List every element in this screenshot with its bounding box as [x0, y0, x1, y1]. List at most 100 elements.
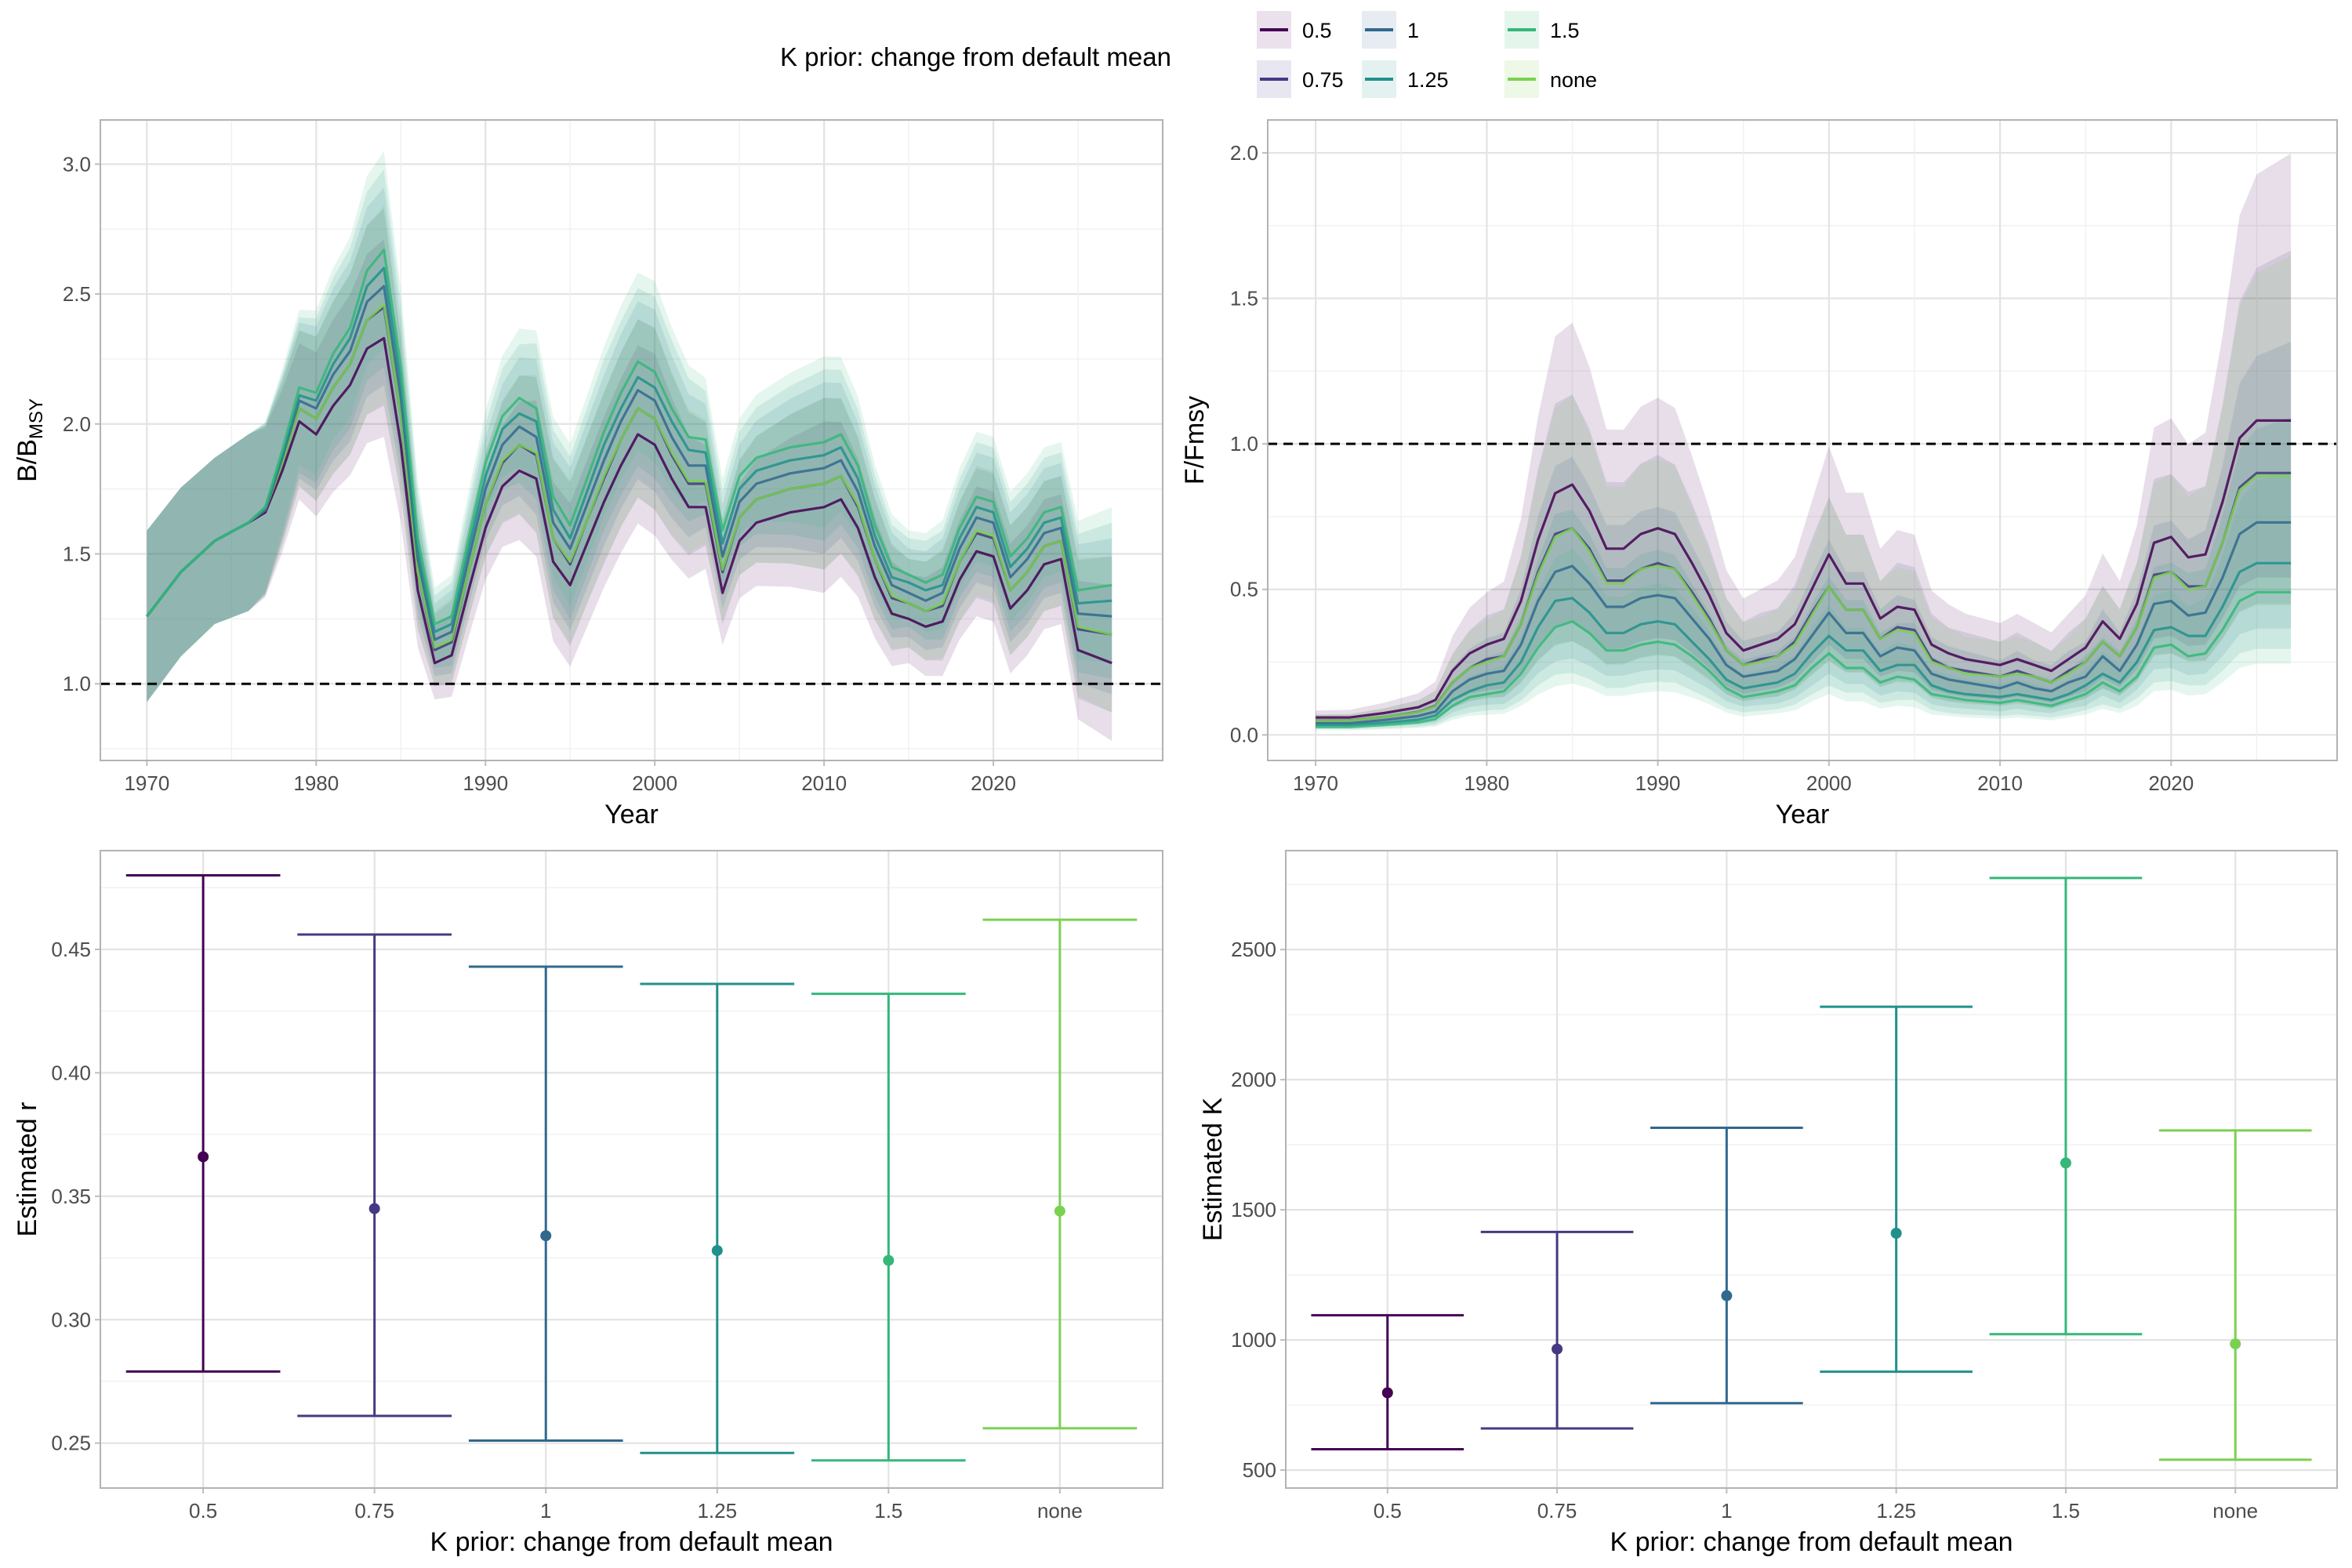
y-tick-label: 2.5: [63, 282, 91, 306]
legend-label: 1.25: [1407, 68, 1449, 92]
y-tick-label: 2000: [1231, 1068, 1276, 1091]
x-tick-label: 1970: [124, 771, 169, 795]
plot-background: [100, 851, 1163, 1488]
x-tick-label: 2010: [801, 771, 847, 795]
estimate-point: [2060, 1157, 2071, 1169]
credible-interval-band-none: [1316, 256, 2292, 727]
x-tick-label: none: [1037, 1499, 1083, 1523]
series-line-none: [146, 303, 1112, 649]
x-tick-label: 2010: [1977, 771, 2023, 795]
x-tick-label: 2020: [971, 771, 1016, 795]
estimate-point: [2230, 1338, 2241, 1350]
plot-background: [100, 120, 1163, 760]
estimate-point: [1381, 1387, 1393, 1399]
y-axis-title-subscript: MSY: [26, 398, 47, 439]
x-tick-label: 1980: [293, 771, 339, 795]
y-tick-label: 1.0: [63, 672, 91, 695]
chart-panel-3: 500 1000 1500 2000 2500 0.5 0.75 1 1.25 1.5 none K …: [1198, 850, 2338, 1557]
y-axis-title: Estimated K: [1198, 1098, 1228, 1242]
legend-item-0-5: 0.5: [1257, 11, 1332, 49]
y-tick-label: 1000: [1231, 1328, 1276, 1352]
estimate-point: [1890, 1227, 1902, 1239]
x-axis-title: K prior: change from default mean: [1610, 1527, 2013, 1557]
x-tick-label: 1.5: [874, 1499, 902, 1523]
y-tick-label: 1.0: [1230, 432, 1258, 456]
credible-interval-band-0-75: [1316, 250, 2292, 727]
errorbar-none: [2158, 1129, 2312, 1461]
y-tick-label: 1500: [1231, 1198, 1276, 1221]
y-tick-label: 1.5: [63, 543, 91, 566]
x-tick-label: 1990: [1635, 771, 1681, 795]
panel-border: [100, 119, 1163, 761]
x-tick-label: 2000: [1806, 771, 1852, 795]
y-tick-label: 500: [1243, 1458, 1276, 1482]
legend-label: 0.75: [1302, 68, 1344, 92]
y-tick-label: 0.45: [51, 938, 91, 961]
x-tick-label: 0.5: [189, 1499, 217, 1523]
errorbar-0-75: [1480, 1230, 1634, 1430]
series-line-1-25: [1316, 561, 2292, 727]
legend-item-0-75: 0.75: [1257, 60, 1344, 98]
y-tick-label: 3.0: [63, 152, 91, 176]
errorbar-none: [982, 918, 1138, 1430]
estimate-point: [198, 1151, 209, 1163]
legend-title: K prior: change from default mean: [780, 42, 1171, 71]
x-axis-title: Year: [1776, 800, 1830, 829]
plot-background: [1268, 120, 2337, 760]
errorbar-1-5: [811, 993, 966, 1462]
y-tick-label: 0.0: [1230, 723, 1258, 746]
series-line-0-5: [1316, 419, 2292, 719]
credible-interval-band-0-5: [1316, 153, 2292, 725]
y-tick-label: 0.25: [51, 1432, 91, 1455]
errorbar-0-75: [297, 933, 452, 1417]
chart-panel-0: 1.0 1.5 2.0 2.5 3.0 1970 1980 1990 2000 2010 2020 Y…: [13, 119, 1164, 829]
panel-border: [100, 850, 1163, 1489]
legend: K prior: change from default mean 0.5 0.7…: [780, 11, 1597, 98]
estimate-point: [540, 1230, 552, 1242]
y-axis-title-main: B/B: [13, 439, 42, 482]
series-line-1-5: [146, 249, 1112, 626]
plot-background: [1286, 851, 2337, 1488]
legend-label: 1.5: [1550, 19, 1580, 42]
x-tick-label: 1.25: [697, 1499, 737, 1523]
legend-label: 0.5: [1302, 19, 1332, 42]
y-axis-title: Estimated r: [13, 1102, 42, 1237]
estimate-point: [1552, 1343, 1563, 1355]
legend-item-none: none: [1504, 60, 1597, 98]
legend-item-1-25: 1.25: [1362, 60, 1449, 98]
legend-label: 1: [1407, 19, 1419, 42]
series-line-1-25: [146, 267, 1112, 633]
estimate-point: [883, 1254, 895, 1266]
y-tick-label: 1.5: [1230, 287, 1258, 310]
errorbar-1: [1650, 1127, 1803, 1405]
credible-interval-band-1-25: [1316, 417, 2292, 730]
panel-border: [1285, 850, 2338, 1489]
y-tick-label: 0.30: [51, 1308, 91, 1331]
series-line-1: [146, 285, 1112, 641]
legend-item-1: 1: [1362, 11, 1419, 49]
estimate-point: [1054, 1205, 1065, 1217]
x-axis-title: K prior: change from default mean: [430, 1527, 833, 1557]
errorbar-1-25: [1820, 1005, 1973, 1374]
x-tick-label: 2000: [632, 771, 677, 795]
x-axis-title: Year: [604, 800, 659, 829]
y-tick-label: 0.40: [51, 1061, 91, 1084]
panel-border: [1267, 119, 2338, 761]
x-tick-label: 1: [540, 1499, 551, 1523]
chart-panel-1: 0.0 0.5 1.0 1.5 2.0 1970 1980 1990 2000 2010 2020 Y…: [1180, 119, 2338, 829]
errorbar-0-5: [125, 873, 281, 1373]
estimate-point: [1721, 1290, 1733, 1301]
legend-item-1-5: 1.5: [1504, 11, 1580, 49]
series-line-1: [1316, 521, 2292, 725]
x-tick-label: 0.5: [1374, 1499, 1402, 1523]
x-tick-label: 1990: [463, 771, 508, 795]
x-tick-label: 1.25: [1876, 1499, 1916, 1523]
errorbar-0-5: [1311, 1314, 1465, 1451]
x-tick-label: 1970: [1293, 771, 1338, 795]
x-tick-label: 0.75: [1537, 1499, 1577, 1523]
legend-label: none: [1550, 68, 1597, 92]
y-tick-label: 2.0: [1230, 141, 1258, 165]
y-tick-label: 2.0: [63, 412, 91, 436]
x-tick-label: 1.5: [2052, 1499, 2080, 1523]
x-tick-label: 2020: [2148, 771, 2194, 795]
